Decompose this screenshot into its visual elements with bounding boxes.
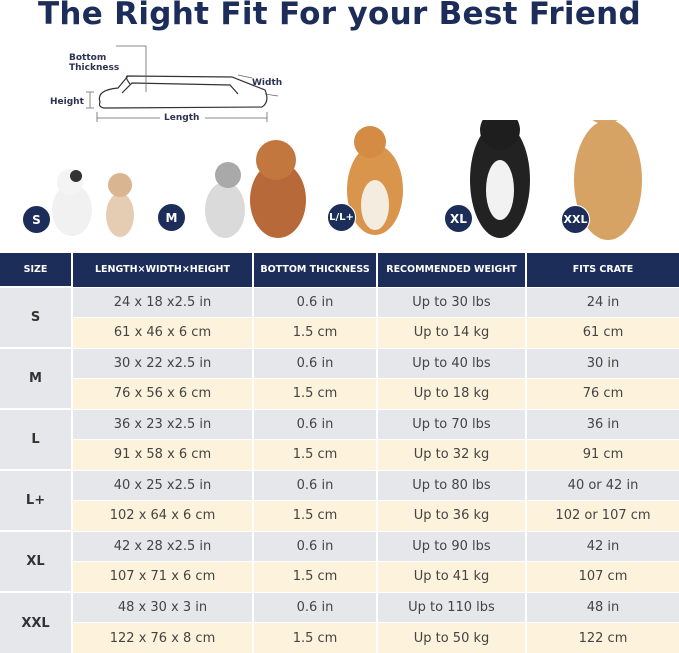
dimensions-cell: 107 x 71 x 6 cm [72,562,253,593]
chihuahua-image [106,173,134,237]
bottom-thickness-label: Bottom Thickness [69,53,119,73]
dimensions-cell: 30 x 22 x2.5 in [72,348,253,379]
recommended-weight-cell: Up to 40 lbs [377,348,526,379]
table-header-row: SIZE LENGTH×WIDTH×HEIGHT BOTTOM THICKNES… [0,253,679,287]
dimensions-cell: 102 x 64 x 6 cm [72,501,253,532]
size-cell: XXL [0,592,72,653]
dimensions-cell: 122 x 76 x 8 cm [72,623,253,653]
recommended-weight-cell: Up to 50 kg [377,623,526,653]
recommended-weight-cell: Up to 36 kg [377,501,526,532]
bottom-thickness-cell: 0.6 in [253,470,377,501]
fits-crate-cell: 48 in [526,592,679,623]
white-cat-image [52,169,92,236]
recommended-weight-cell: Up to 30 lbs [377,287,526,318]
size-cell: M [0,348,72,409]
fits-crate-cell: 102 or 107 cm [526,501,679,532]
size-badge-s: S [22,205,51,234]
dimensions-cell: 48 x 30 x 3 in [72,592,253,623]
dimensions-cell: 40 x 25 x2.5 in [72,470,253,501]
bottom-thickness-cell: 1.5 cm [253,501,377,532]
size-badge-m: M [157,203,186,232]
dimensions-cell: 61 x 46 x 6 cm [72,318,253,349]
fits-crate-cell: 122 cm [526,623,679,653]
page-title: The Right Fit For your Best Friend [0,0,679,32]
fits-crate-cell: 76 cm [526,379,679,410]
size-cell: L [0,409,72,470]
recommended-weight-cell: Up to 41 kg [377,562,526,593]
border-collie-image [470,120,530,238]
bottom-thickness-cell: 0.6 in [253,287,377,318]
bottom-thickness-cell: 0.6 in [253,592,377,623]
recommended-weight-cell: Up to 80 lbs [377,470,526,501]
bottom-thickness-cell: 1.5 cm [253,623,377,653]
bottom-thickness-cell: 0.6 in [253,348,377,379]
header-dimensions: LENGTH×WIDTH×HEIGHT [72,253,253,287]
dimensions-cell: 24 x 18 x2.5 in [72,287,253,318]
fits-crate-cell: 40 or 42 in [526,470,679,501]
width-label: Width [252,78,282,88]
fits-crate-cell: 107 cm [526,562,679,593]
size-cell: L+ [0,470,72,531]
fits-crate-cell: 36 in [526,409,679,440]
size-cell: XL [0,531,72,592]
size-badge-l: L/L+ [327,203,356,232]
bottom-thickness-cell: 1.5 cm [253,318,377,349]
fits-crate-cell: 91 cm [526,440,679,471]
fits-crate-cell: 30 in [526,348,679,379]
recommended-weight-cell: Up to 90 lbs [377,531,526,562]
bottom-thickness-cell: 1.5 cm [253,562,377,593]
dimensions-cell: 42 x 28 x2.5 in [72,531,253,562]
bottom-thickness-cell: 1.5 cm [253,379,377,410]
header-bottom-thickness: BOTTOM THICKNESS [253,253,377,287]
recommended-weight-cell: Up to 110 lbs [377,592,526,623]
recommended-weight-cell: Up to 32 kg [377,440,526,471]
bottom-thickness-cell: 1.5 cm [253,440,377,471]
size-badge-xxl: XXL [561,205,590,234]
header-recommended-weight: RECOMMENDED WEIGHT [377,253,526,287]
dimensions-cell: 36 x 23 x2.5 in [72,409,253,440]
dimensions-cell: 76 x 56 x 6 cm [72,379,253,410]
header-size: SIZE [0,253,72,287]
poodle-image [250,140,306,238]
height-label: Height [50,97,84,107]
fits-crate-cell: 61 cm [526,318,679,349]
header-fits-crate: FITS CRATE [526,253,679,287]
recommended-weight-cell: Up to 14 kg [377,318,526,349]
size-badge-xl: XL [444,204,473,233]
fits-crate-cell: 42 in [526,531,679,562]
size-chart-table: SIZE LENGTH×WIDTH×HEIGHT BOTTOM THICKNES… [0,253,679,653]
recommended-weight-cell: Up to 18 kg [377,379,526,410]
recommended-weight-cell: Up to 70 lbs [377,409,526,440]
size-cell: S [0,287,72,348]
bottom-thickness-cell: 0.6 in [253,531,377,562]
fits-crate-cell: 24 in [526,287,679,318]
bottom-thickness-cell: 0.6 in [253,409,377,440]
dimensions-cell: 91 x 58 x 6 cm [72,440,253,471]
gray-cat-image [205,162,245,238]
